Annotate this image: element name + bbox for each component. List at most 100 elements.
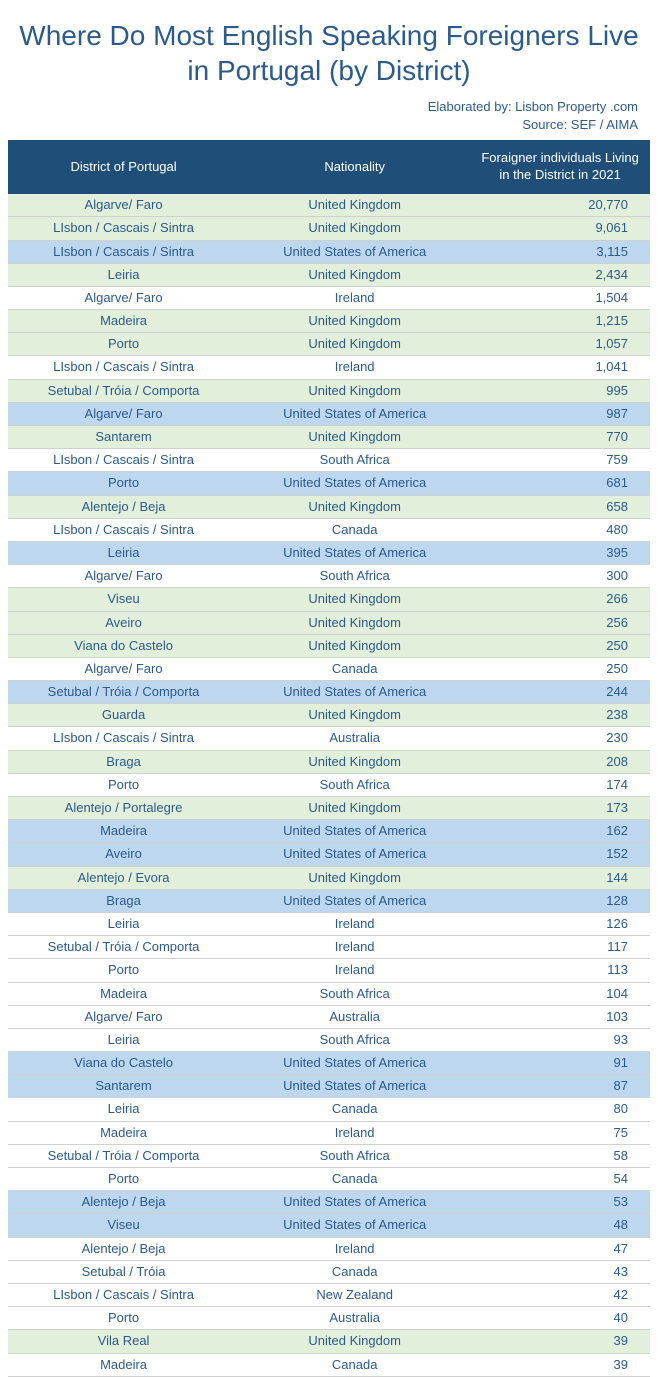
table-row: PortoSouth Africa174 [8,773,650,796]
cell-district: Porto [8,333,239,356]
attribution-line-2: Source: SEF / AIMA [8,116,638,134]
table-row: SantaremUnited Kingdom770 [8,426,650,449]
table-row: LIsbon / Cascais / SintraAustralia230 [8,727,650,750]
cell-district: Madeira [8,310,239,333]
cell-count: 91 [470,1052,650,1075]
cell-district: LIsbon / Cascais / Sintra [8,518,239,541]
table-row: LIsbon / Cascais / SintraUnited Kingdom9… [8,217,650,240]
cell-count: 75 [470,1121,650,1144]
cell-nationality: Ireland [239,286,470,309]
cell-district: Madeira [8,1121,239,1144]
cell-nationality: United States of America [239,1052,470,1075]
cell-nationality: South Africa [239,773,470,796]
cell-district: Madeira [8,820,239,843]
cell-district: Algarve/ Faro [8,657,239,680]
cell-count: 3,115 [470,240,650,263]
cell-count: 117 [470,936,650,959]
cell-district: LIsbon / Cascais / Sintra [8,240,239,263]
cell-nationality: Canada [239,518,470,541]
cell-nationality: Canada [239,1353,470,1376]
table-row: Algarve/ FaroUnited Kingdom20,770 [8,194,650,217]
cell-nationality: Ireland [239,356,470,379]
attribution-line-1: Elaborated by: Lisbon Property .com [8,98,638,116]
cell-nationality: United Kingdom [239,797,470,820]
cell-district: Leiria [8,1028,239,1051]
cell-nationality: United Kingdom [239,379,470,402]
cell-count: 53 [470,1191,650,1214]
cell-district: Aveiro [8,843,239,866]
cell-count: 770 [470,426,650,449]
cell-count: 480 [470,518,650,541]
table-row: PortoCanada54 [8,1168,650,1191]
cell-district: Alentejo / Beja [8,1237,239,1260]
table-row: PortoAustralia40 [8,1307,650,1330]
cell-district: Aveiro [8,611,239,634]
cell-count: 80 [470,1098,650,1121]
cell-count: 42 [470,1283,650,1306]
cell-district: Viseu [8,1214,239,1237]
table-row: MadeiraSouth Africa104 [8,982,650,1005]
cell-count: 174 [470,773,650,796]
cell-nationality: Australia [239,1307,470,1330]
table-row: LIsbon / Cascais / SintraCanada480 [8,518,650,541]
page-title: Where Do Most English Speaking Foreigner… [8,18,650,88]
cell-count: 658 [470,495,650,518]
cell-district: Braga [8,889,239,912]
attribution-block: Elaborated by: Lisbon Property .com Sour… [8,98,650,134]
cell-nationality: New Zealand [239,1283,470,1306]
page-container: Where Do Most English Speaking Foreigner… [0,0,658,1377]
cell-nationality: United States of America [239,1075,470,1098]
cell-count: 39 [470,1330,650,1353]
cell-nationality: United States of America [239,240,470,263]
cell-district: Viana do Castelo [8,1052,239,1075]
cell-count: 681 [470,472,650,495]
cell-count: 152 [470,843,650,866]
table-row: Algarve/ FaroAustralia103 [8,1005,650,1028]
table-row: ViseuUnited Kingdom266 [8,588,650,611]
table-row: PortoUnited States of America681 [8,472,650,495]
cell-nationality: Canada [239,1168,470,1191]
table-row: LeiriaIreland126 [8,912,650,935]
cell-count: 47 [470,1237,650,1260]
table-row: ViseuUnited States of America48 [8,1214,650,1237]
table-row: LIsbon / Cascais / SintraIreland1,041 [8,356,650,379]
cell-nationality: United States of America [239,843,470,866]
cell-nationality: United States of America [239,472,470,495]
cell-district: Setubal / Tróia / Comporta [8,379,239,402]
cell-district: Setubal / Tróia / Comporta [8,681,239,704]
col-header-count: Foraigner individuals Living in the Dist… [470,140,650,194]
cell-nationality: United Kingdom [239,217,470,240]
cell-count: 128 [470,889,650,912]
table-row: Algarve/ FaroCanada250 [8,657,650,680]
cell-nationality: United Kingdom [239,426,470,449]
cell-count: 58 [470,1144,650,1167]
cell-count: 1,215 [470,310,650,333]
table-row: Algarve/ FaroSouth Africa300 [8,565,650,588]
cell-nationality: United Kingdom [239,310,470,333]
cell-district: Setubal / Tróia / Comporta [8,1144,239,1167]
cell-district: Madeira [8,982,239,1005]
cell-district: Alentejo / Beja [8,1191,239,1214]
cell-count: 126 [470,912,650,935]
cell-district: Leiria [8,263,239,286]
cell-district: Guarda [8,704,239,727]
cell-count: 230 [470,727,650,750]
cell-district: Leiria [8,1098,239,1121]
cell-district: LIsbon / Cascais / Sintra [8,449,239,472]
cell-count: 995 [470,379,650,402]
cell-count: 256 [470,611,650,634]
cell-nationality: United States of America [239,1191,470,1214]
cell-nationality: South Africa [239,449,470,472]
table-header: District of Portugal Nationality Foraign… [8,140,650,194]
cell-nationality: United Kingdom [239,750,470,773]
table-row: Setubal / Tróia / ComportaSouth Africa58 [8,1144,650,1167]
table-row: Alentejo / BejaIreland47 [8,1237,650,1260]
cell-count: 93 [470,1028,650,1051]
table-row: LeiriaSouth Africa93 [8,1028,650,1051]
table-row: Setubal / Tróia / ComportaUnited States … [8,681,650,704]
cell-count: 87 [470,1075,650,1098]
cell-count: 244 [470,681,650,704]
cell-district: Alentejo / Beja [8,495,239,518]
table-row: MadeiraUnited Kingdom1,215 [8,310,650,333]
cell-nationality: United States of America [239,402,470,425]
